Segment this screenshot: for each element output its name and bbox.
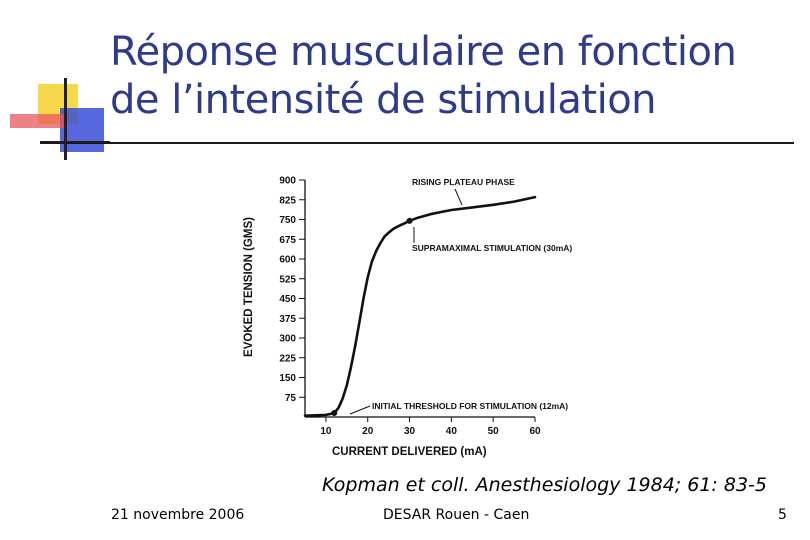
y-tick-label: 525 (279, 274, 296, 285)
point-marker (331, 410, 338, 417)
y-tick-label: 75 (285, 393, 297, 404)
x-tick-label: 60 (529, 426, 541, 437)
annotation-rising-plateau-pointer (454, 188, 463, 206)
y-tick-label: 600 (279, 255, 296, 266)
y-tick-label: 300 (279, 334, 296, 345)
x-axis-label: CURRENT DELIVERED (mA) (332, 446, 487, 458)
y-tick-label: 900 (279, 176, 296, 187)
markers (331, 217, 413, 417)
y-tick-label: 450 (279, 294, 296, 305)
corner-ornament (10, 78, 110, 160)
x-tick-label: 50 (488, 426, 500, 437)
annotation-rising-plateau: RISING PLATEAU PHASE (412, 177, 515, 187)
y-tick-label: 150 (279, 373, 296, 384)
annotation-supramaximal: SUPRAMAXIMAL STIMULATION (30mA) (412, 243, 572, 253)
ornament-blue-square (60, 108, 104, 152)
ornament-vertical-line (64, 78, 67, 160)
footer-center-text: DESAR Rouen - Caen (383, 507, 530, 523)
y-tick-label: 375 (279, 314, 296, 325)
x-tick-label: 20 (362, 426, 374, 437)
x-tick-label: 30 (404, 426, 416, 437)
slide-title-line-2: de l’intensité de stimulation (110, 77, 657, 123)
series-line (303, 195, 537, 417)
y-tick-label: 750 (279, 215, 296, 226)
tension-current-chart: 75 150 225 300 375 450 525 600 675 750 825 900 10 20… (243, 176, 572, 459)
y-ticks: 75 150 225 300 375 450 525 600 675 750 825 900 (279, 176, 305, 404)
slide-title-line-1: Réponse musculaire en fonction (110, 29, 737, 75)
footer-date: 21 novembre 2006 (111, 507, 245, 523)
y-tick-label: 825 (279, 195, 296, 206)
slide-title: Réponse musculaire en fonction de l’inte… (110, 28, 790, 124)
y-tick-label: 225 (279, 353, 296, 364)
citation: Kopman et coll. Anesthesiology 1984; 61:… (322, 474, 767, 496)
x-tick-label: 10 (320, 426, 332, 437)
page-number: 5 (778, 507, 787, 523)
x-ticks: 10 20 30 40 50 60 (320, 417, 541, 437)
y-tick-label: 675 (279, 235, 296, 246)
title-underline (42, 142, 794, 144)
annotation-initial-threshold: INITIAL THRESHOLD FOR STIMULATION (12mA) (372, 401, 568, 411)
ornament-red-bar (10, 114, 66, 128)
annotation-initial-threshold-pointer (349, 405, 371, 415)
y-axis-label: EVOKED TENSION (GMS) (243, 217, 255, 357)
point-marker (406, 217, 413, 224)
x-tick-label: 40 (446, 426, 458, 437)
